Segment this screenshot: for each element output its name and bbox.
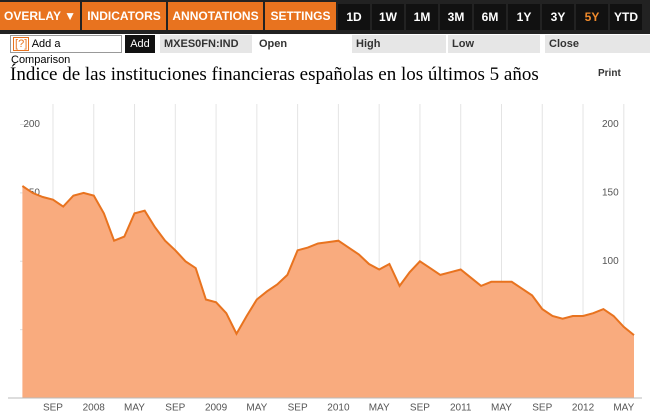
period-button[interactable]: 5Y [576, 4, 608, 30]
y-tick-label: 150 [23, 188, 40, 199]
x-tick-label: MAY [491, 403, 512, 414]
x-tick-label: SEP [165, 403, 185, 414]
symbol: MXES0FN:IND [160, 35, 252, 53]
period-button[interactable]: 6M [474, 4, 506, 30]
help-text: ? [18, 38, 25, 50]
add-button[interactable]: Add [125, 35, 155, 53]
y-tick-label: 200 [23, 119, 40, 130]
comparison-placeholder: Add a Comparison [11, 38, 71, 66]
period-button[interactable]: 1Y [508, 4, 540, 30]
y-tick-label-right: 100 [602, 256, 619, 267]
toolbar: OVERLAY ▼INDICATORS ▼ANNOTATIONS ▼SETTIN… [0, 0, 650, 51]
y-tick-label: 50 [29, 324, 41, 335]
x-tick-label: SEP [288, 403, 308, 414]
y-tick-label: 100 [23, 256, 40, 267]
quote-field: Close [545, 35, 650, 53]
x-tick-label: MAY [246, 403, 267, 414]
menu-button[interactable]: ANNOTATIONS ▼ [168, 2, 263, 51]
plot-background [8, 104, 642, 398]
y-tick-label-right: 150 [602, 188, 619, 199]
x-tick-label: 2010 [327, 403, 350, 414]
quote-field: Low [448, 35, 540, 53]
x-tick-label: SEP [410, 403, 430, 414]
y-tick-label-right: 50 [602, 324, 614, 335]
x-tick-label: 2011 [450, 403, 472, 414]
chart-title: Índice de las instituciones financieras … [10, 64, 539, 85]
y-tick-label-right: 200 [602, 119, 619, 130]
period-button[interactable]: 3Y [542, 4, 574, 30]
quote-field: Open [255, 35, 347, 53]
x-tick-label: 2012 [572, 403, 595, 414]
menu-button[interactable]: OVERLAY ▼ [0, 2, 80, 30]
x-tick-label: MAY [369, 403, 390, 414]
x-tick-label: 2008 [83, 403, 106, 414]
menu-button[interactable]: INDICATORS ▼ [82, 2, 166, 51]
print-link[interactable]: Print [598, 68, 621, 79]
period-button[interactable]: 1M [406, 4, 438, 30]
x-tick-label: SEP [532, 403, 552, 414]
comparison-box[interactable]: [?] Add a Comparison [10, 35, 122, 66]
period-button[interactable]: 3M [440, 4, 472, 30]
menu-button[interactable]: SETTINGS ▼ [265, 2, 336, 51]
x-tick-label: 2009 [205, 403, 228, 414]
help-icon[interactable]: [?] [13, 37, 30, 51]
line [21, 185, 635, 336]
x-tick-label: SEP [43, 403, 63, 414]
x-tick-label: MAY [124, 403, 145, 414]
area [22, 186, 634, 398]
period-button[interactable]: 1W [372, 4, 404, 30]
period-button[interactable]: 1D [338, 4, 370, 30]
period-button[interactable]: YTD [610, 4, 642, 30]
x-tick-label: MAY [613, 403, 634, 414]
quote-field: High [352, 35, 446, 53]
